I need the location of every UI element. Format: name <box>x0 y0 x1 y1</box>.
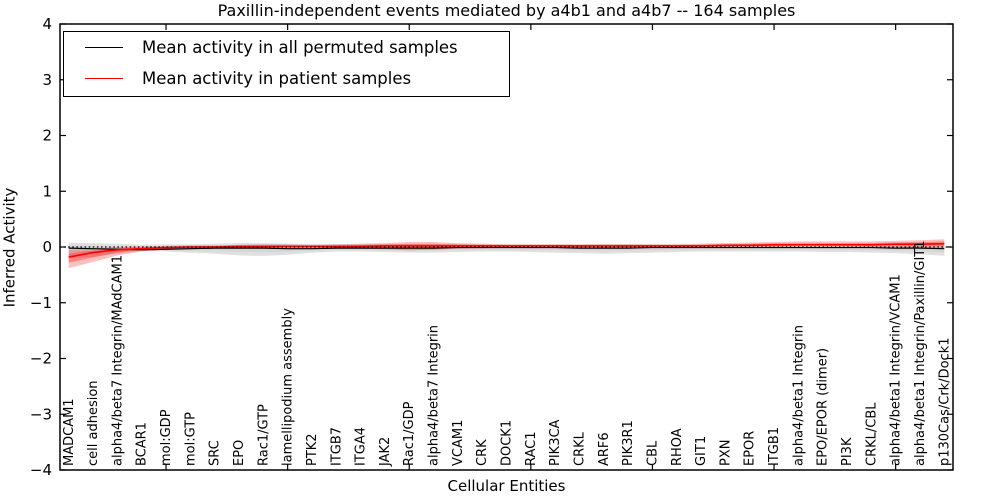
x-category-label: RAC1 <box>524 431 539 466</box>
legend-item-label: Mean activity in patient samples <box>142 69 412 88</box>
y-axis-label: Inferred Activity <box>0 187 19 308</box>
x-category-label: Rac1/GTP <box>256 404 271 466</box>
x-category-label: CBL <box>645 440 660 466</box>
x-category-label: DOCK1 <box>500 420 515 466</box>
x-category-label: CRKL/CBL <box>864 402 879 466</box>
y-tick-label: 1 <box>42 182 52 200</box>
x-category-label: PIK3CA <box>548 419 563 466</box>
y-tick-label: 3 <box>42 71 52 89</box>
x-category-label: EPO <box>232 440 247 466</box>
x-category-label: alpha4/beta1 Integrin/VCAM1 <box>889 274 904 466</box>
y-tick-label: −2 <box>30 350 52 368</box>
x-category-label: GIT1 <box>694 436 709 466</box>
chart-title: Paxillin-independent events mediated by … <box>217 1 796 20</box>
legend-item-label: Mean activity in all permuted samples <box>142 38 458 57</box>
x-category-label: PXN <box>718 440 733 466</box>
x-category-label: PTK2 <box>305 433 320 466</box>
x-category-label: VCAM1 <box>451 420 466 466</box>
x-category-label: cell adhesion <box>86 380 101 466</box>
x-category-label: EPO/EPOR (dimer) <box>816 348 831 466</box>
y-tick-label: −3 <box>30 405 52 423</box>
x-category-label: mol:GTP <box>183 412 198 466</box>
x-category-label: MADCAM1 <box>62 398 77 466</box>
y-tick-label: 0 <box>42 238 52 256</box>
x-category-label: JAK2 <box>378 437 393 467</box>
x-category-label: alpha4/beta7 Integrin/MAdCAM1 <box>110 255 125 466</box>
legend: Mean activity in all permuted samples Me… <box>63 31 510 97</box>
x-category-label: ITGB7 <box>329 427 344 466</box>
legend-item-permuted: Mean activity in all permuted samples <box>64 32 509 63</box>
x-category-label: alpha4/beta1 Integrin <box>791 325 806 466</box>
x-category-label: p130Cas/Crk/Dock1 <box>937 337 952 466</box>
x-category-label: SRC <box>208 440 223 466</box>
x-category-label: ARF6 <box>597 432 612 466</box>
legend-line-sample-patient <box>85 78 123 79</box>
legend-item-patient: Mean activity in patient samples <box>64 63 509 94</box>
patient-mean-line <box>68 242 945 258</box>
legend-line-sample-permuted <box>85 47 123 48</box>
x-category-label: BCAR1 <box>135 422 150 466</box>
x-category-label: mol:GDP <box>159 409 174 466</box>
x-category-label: alpha4/beta1 Integrin/Paxillin/GIT1 <box>913 240 928 466</box>
x-category-label: Rac1/GDP <box>402 401 417 466</box>
x-category-label: lamellipodium assembly <box>281 308 296 466</box>
x-category-label: alpha4/beta7 Integrin <box>427 325 442 466</box>
y-tick-label: −1 <box>30 294 52 312</box>
x-category-label: RHOA <box>670 428 685 466</box>
y-tick-label: 4 <box>42 15 52 33</box>
x-category-label: CRK <box>475 439 490 466</box>
x-category-label: EPOR <box>743 431 758 466</box>
x-category-label: PI3K <box>840 437 855 466</box>
x-axis-label: Cellular Entities <box>447 477 566 495</box>
y-tick-label: −4 <box>30 461 52 479</box>
x-category-label: CRKL <box>572 431 587 466</box>
x-category-label: ITGA4 <box>354 427 369 466</box>
y-tick-label: 2 <box>42 127 52 145</box>
x-category-label: ITGB1 <box>767 427 782 466</box>
x-category-label: PIK3R1 <box>621 420 636 466</box>
